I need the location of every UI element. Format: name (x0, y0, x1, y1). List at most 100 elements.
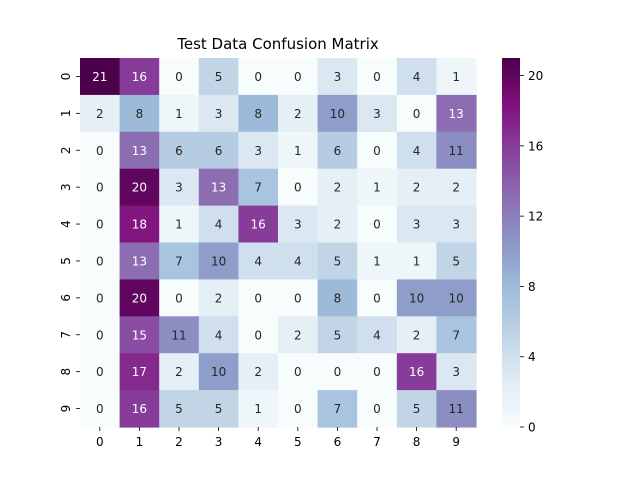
heatmap-cell-r6-c8 (396, 279, 437, 317)
heatmap-cell-r3-c6 (317, 168, 358, 207)
cell-value-r8-c9: 3 (452, 365, 460, 379)
cell-value-r9-c6: 7 (334, 402, 342, 416)
heatmap-cell-r8-c7 (357, 353, 398, 391)
y-tick-label-9: 9 (59, 405, 73, 413)
cell-value-r5-c0: 0 (96, 254, 104, 268)
chart-title: Test Data Confusion Matrix (176, 35, 379, 53)
cell-value-r3-c7: 1 (373, 181, 381, 195)
heatmap-cell-r2-c5 (278, 131, 319, 170)
y-tick-label-2: 2 (59, 146, 73, 154)
heatmap-cell-r5-c3 (198, 242, 239, 280)
cell-value-r2-c2: 6 (175, 144, 183, 158)
cell-value-r0-c4: 0 (254, 70, 262, 84)
cell-value-r3-c8: 2 (413, 181, 421, 195)
heatmap-cell-r2-c0 (80, 131, 121, 170)
cell-value-r6-c4: 0 (254, 291, 262, 305)
heatmap-cell-r4-c2 (159, 205, 200, 244)
cell-value-r4-c3: 4 (215, 218, 223, 232)
heatmap-cell-r4-c9 (436, 205, 477, 244)
cell-value-r5-c6: 5 (334, 254, 342, 268)
cell-value-r2-c9: 11 (449, 144, 464, 158)
heatmap-cell-r0-c0 (80, 58, 121, 96)
cell-value-r7-c6: 5 (334, 328, 342, 342)
cell-value-r2-c6: 6 (334, 144, 342, 158)
heatmap-cell-r7-c6 (317, 316, 358, 354)
heatmap-cell-r4-c5 (278, 205, 319, 244)
cell-value-r1-c8: 0 (413, 107, 421, 121)
cell-value-r5-c4: 4 (254, 254, 262, 268)
heatmap-cell-r1-c1 (119, 94, 160, 133)
cell-value-r4-c1: 18 (132, 218, 147, 232)
cell-value-r7-c2: 11 (171, 328, 186, 342)
heatmap-cell-r8-c3 (198, 353, 239, 391)
cell-value-r9-c9: 11 (449, 402, 464, 416)
x-tick-label-5: 5 (294, 435, 302, 449)
cell-value-r5-c7: 1 (373, 254, 381, 268)
heatmap-cell-r1-c6 (317, 94, 358, 133)
heatmap-cell-r5-c2 (159, 242, 200, 280)
heatmap-cell-r3-c0 (80, 168, 121, 207)
cell-value-r5-c3: 10 (211, 254, 226, 268)
x-tick-label-1: 1 (136, 435, 144, 449)
cell-value-r8-c0: 0 (96, 365, 104, 379)
heatmap-cell-r8-c8 (396, 353, 437, 391)
cell-value-r3-c9: 2 (452, 181, 460, 195)
cell-value-r1-c3: 3 (215, 107, 223, 121)
cell-value-r8-c2: 2 (175, 365, 183, 379)
heatmap-cell-r4-c4 (238, 205, 279, 244)
heatmap-cell-r1-c2 (159, 94, 200, 133)
heatmap-cell-r2-c2 (159, 131, 200, 170)
heatmap-cell-r1-c8 (396, 94, 437, 133)
y-tick-label-7: 7 (59, 331, 73, 339)
colorbar-ticks: 0 4 8 12 16 20 (520, 69, 543, 435)
colorbar-tick-label-4: 4 (528, 350, 536, 364)
heatmap-cell-r2-c6 (317, 131, 358, 170)
cell-value-r8-c3: 10 (211, 365, 226, 379)
heatmap-cell-r2-c8 (396, 131, 437, 170)
heatmap-cell-r6-c4 (238, 279, 279, 317)
cell-value-r7-c1: 15 (132, 328, 147, 342)
cell-value-r4-c5: 3 (294, 218, 302, 232)
heatmap-cell-r7-c2 (159, 316, 200, 354)
cell-value-r0-c3: 5 (215, 70, 223, 84)
heatmap-cell-r9-c1 (119, 390, 160, 428)
heatmap-cell-r8-c1 (119, 353, 160, 391)
heatmap-cell-r9-c3 (198, 390, 239, 428)
heatmap-cell-r1-c7 (357, 94, 398, 133)
cell-value-r3-c2: 3 (175, 181, 183, 195)
heatmap-cell-labels: 21 16 0 5 0 0 3 0 4 12 8 1 3 8 2 10 3 0 130 13 6 6 3 1 6 0 4 110 20 3… (92, 70, 464, 416)
heatmap-cell-r9-c2 (159, 390, 200, 428)
heatmap-cell-r5-c0 (80, 242, 121, 280)
cell-value-r6-c8: 10 (409, 291, 424, 305)
heatmap-cell-r2-c7 (357, 131, 398, 170)
cell-value-r2-c8: 4 (413, 144, 421, 158)
cell-value-r4-c2: 1 (175, 218, 183, 232)
x-tick-label-0: 0 (96, 435, 104, 449)
cell-value-r5-c8: 1 (413, 254, 421, 268)
heatmap-cell-r2-c3 (198, 131, 239, 170)
y-tick-label-3: 3 (59, 183, 73, 191)
y-axis-ticks: 0 1 2 3 4 5 6 7 8 9 (59, 73, 80, 413)
heatmap-cell-r9-c7 (357, 390, 398, 428)
cell-value-r2-c0: 0 (96, 144, 104, 158)
heatmap-cell-r7-c1 (119, 316, 160, 354)
cell-value-r5-c9: 5 (452, 254, 460, 268)
heatmap-cell-r6-c2 (159, 279, 200, 317)
x-tick-label-3: 3 (215, 435, 223, 449)
cell-value-r0-c8: 4 (413, 70, 421, 84)
y-tick-label-4: 4 (59, 220, 73, 228)
cell-value-r9-c5: 0 (294, 402, 302, 416)
cell-value-r9-c2: 5 (175, 402, 183, 416)
y-tick-label-0: 0 (59, 73, 73, 81)
cell-value-r5-c2: 7 (175, 254, 183, 268)
cell-value-r1-c1: 8 (136, 107, 144, 121)
cell-value-r3-c6: 2 (334, 181, 342, 195)
cell-value-r8-c4: 2 (254, 365, 262, 379)
heatmap-cell-r5-c1 (119, 242, 160, 280)
heatmap-cell-r8-c0 (80, 353, 121, 391)
heatmap-cell-r9-c4 (238, 390, 279, 428)
cell-value-r7-c4: 0 (254, 328, 262, 342)
cell-value-r1-c7: 3 (373, 107, 381, 121)
heatmap-cell-r5-c6 (317, 242, 358, 280)
